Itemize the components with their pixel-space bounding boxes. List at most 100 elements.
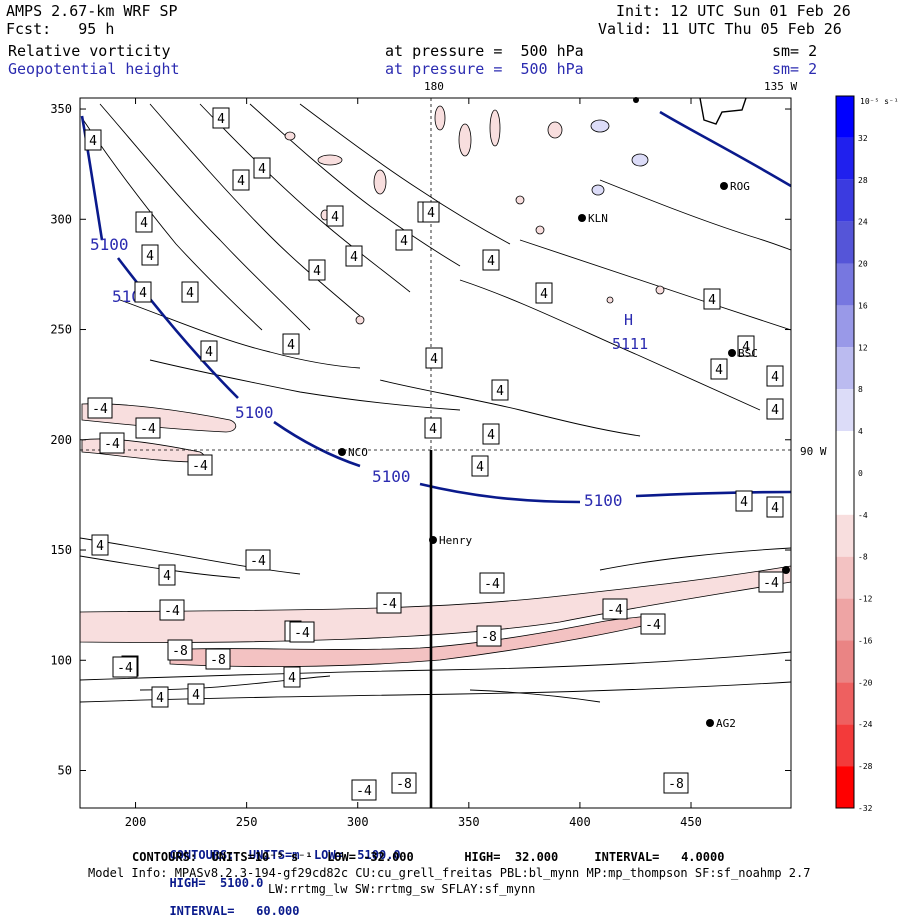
footer-vorticity-contours: CONTOURS: UNITS=10⁻⁵ s⁻¹ LOW= -32.000 HI… <box>132 850 725 864</box>
vorticity-label: 4 <box>430 352 438 367</box>
init-time: Init: 12 UTC Sun 01 Feb 26 <box>616 2 851 20</box>
colorbar-swatch <box>836 389 854 432</box>
vorticity-label: -8 <box>481 630 497 645</box>
colorbar-label: -20 <box>858 678 873 687</box>
vorticity-label: 4 <box>258 162 266 177</box>
smooth-height: sm= 2 <box>772 60 818 78</box>
vorticity-label-box <box>112 656 138 678</box>
colorbar-swatch <box>836 472 854 515</box>
vorticity-label: 4 <box>163 569 171 584</box>
field-height: Geopotential height <box>8 60 180 78</box>
y-tick-label: 300 <box>50 212 72 226</box>
vorticity-label-box <box>84 129 102 151</box>
vorticity-label: 4 <box>156 691 164 706</box>
footer-height-low: CONTOURS: UNITS=m LOW= 5100.0 <box>169 848 401 862</box>
vorticity-label-box <box>326 205 344 227</box>
vorticity-label: 4 <box>487 428 495 443</box>
vorticity-label: -4 <box>763 576 779 591</box>
level-height: at pressure = 500 hPa <box>385 60 584 78</box>
colorbar-label: 0 <box>858 469 863 478</box>
colorbar-label: -28 <box>858 762 873 771</box>
vorticity-label-box <box>735 490 753 512</box>
vorticity-label: 4 <box>217 112 225 127</box>
vorticity-label-box <box>283 666 301 688</box>
vorticity-blobs <box>284 105 665 325</box>
vorticity-label: 4 <box>288 671 296 686</box>
x-tick-label: 450 <box>680 815 702 829</box>
vorticity-label: -4 <box>294 626 310 641</box>
vorticity-label: -4 <box>117 661 133 676</box>
pos-vorticity-contours <box>80 103 791 703</box>
vorticity-label-box <box>351 779 377 801</box>
vorticity-label: 4 <box>740 495 748 510</box>
colorbar-frame <box>835 95 855 809</box>
colorbar-label: 28 <box>858 176 868 185</box>
vorticity-label-box <box>345 245 363 267</box>
y-tick-label: 200 <box>50 433 72 447</box>
station-marker <box>338 448 346 456</box>
colorbar-label: -16 <box>858 636 873 645</box>
vorticity-label: 4 <box>771 370 779 385</box>
x-tick-label: 250 <box>236 815 258 829</box>
vorticity-label: -4 <box>164 604 180 619</box>
vorticity-label-box <box>476 625 502 647</box>
vorticity-label-box <box>602 598 628 620</box>
vorticity-labels: 4444444444444444444444444444444444444-4-… <box>84 107 784 801</box>
station-label: NCO <box>348 446 368 459</box>
map-frame <box>79 97 792 809</box>
colorbar-swatch <box>836 431 854 473</box>
vorticity-label-box <box>232 169 250 191</box>
vorticity-label: 4 <box>708 293 716 308</box>
vorticity-label: 4 <box>487 254 495 269</box>
vorticity-label: -4 <box>381 597 397 612</box>
right-latitude-label: 90 W <box>800 445 827 458</box>
vorticity-label: -8 <box>396 777 412 792</box>
vorticity-label-box <box>710 358 728 380</box>
vorticity-label-box <box>158 564 176 586</box>
vorticity-label: 4 <box>331 210 339 225</box>
x-tick-label: 300 <box>347 815 369 829</box>
vorticity-label-box <box>141 244 159 266</box>
colorbar-unit: 10⁻⁵ s⁻¹ <box>860 97 899 106</box>
vorticity-label: 4 <box>313 264 321 279</box>
vorticity-label: 4 <box>192 688 200 703</box>
vorticity-label: -4 <box>250 554 266 569</box>
field-vorticity: Relative vorticity <box>8 42 171 60</box>
vorticity-label-box <box>391 772 417 794</box>
vorticity-label: -8 <box>210 653 226 668</box>
station-label: Henry <box>439 534 472 547</box>
station-label: ROG <box>730 180 750 193</box>
colorbar-swatch <box>836 724 854 767</box>
height-contour-label: 5100 <box>584 491 623 510</box>
colorbar-label: 24 <box>858 218 868 227</box>
vorticity-label: 4 <box>715 363 723 378</box>
colorbar-swatch <box>836 221 854 264</box>
vorticity-label: -8 <box>172 644 188 659</box>
vorticity-label-box <box>135 211 153 233</box>
vorticity-label-box <box>482 423 500 445</box>
x-tick-label: 350 <box>458 815 480 829</box>
vorticity-label-box <box>245 549 271 571</box>
vorticity-label-box <box>308 259 326 281</box>
vorticity-label-box <box>87 397 113 419</box>
footer-model-info: Model Info: MPASv8.2.3-194-gf29cd82c CU:… <box>88 866 811 880</box>
vorticity-label-box <box>479 572 505 594</box>
colorbar-label: 12 <box>858 343 868 352</box>
vorticity-label: -4 <box>192 459 208 474</box>
vorticity-label-box <box>758 571 784 593</box>
colorbar-swatch <box>836 682 854 725</box>
vorticity-label-box <box>181 281 199 303</box>
vorticity-label: 4 <box>186 286 194 301</box>
colorbar-swatch <box>836 137 854 180</box>
colorbar-swatch <box>836 640 854 683</box>
vorticity-label-box <box>766 365 784 387</box>
x-tick-label: 200 <box>125 815 147 829</box>
footer-model-info-2: LW:rrtmg_lw SW:rrtmg_sw SFLAY:sf_mynn <box>268 882 536 896</box>
top-right-longitude-label: 135 W <box>764 80 798 93</box>
colorbar-label: -32 <box>858 804 873 813</box>
colorbar-swatch <box>836 179 854 222</box>
vorticity-label-box <box>289 621 315 643</box>
vorticity-label: -4 <box>607 603 623 618</box>
axes: 200 250 300 350 400 450 50 100 150 200 250 300 350 <box>50 98 791 829</box>
